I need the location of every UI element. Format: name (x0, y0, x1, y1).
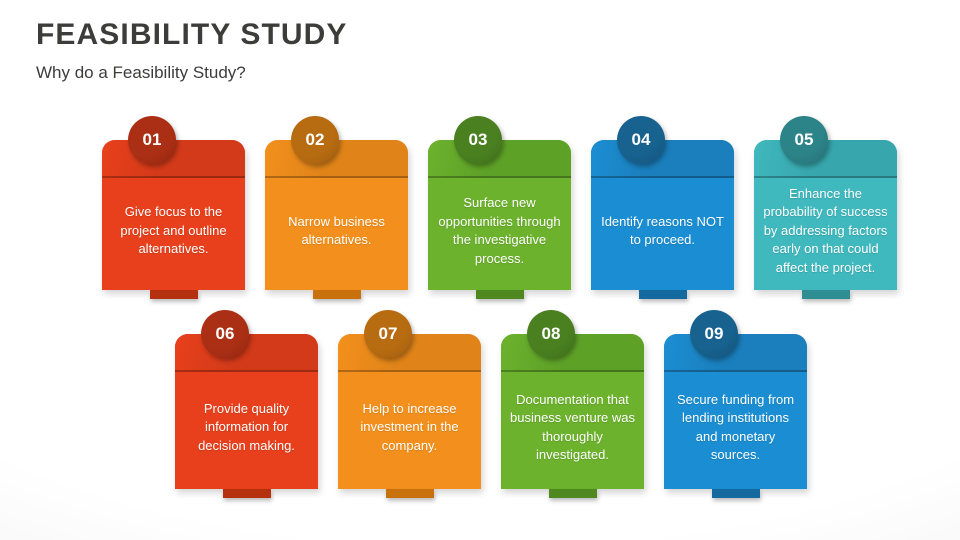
card-number-label: 02 (305, 130, 325, 149)
card-number-badge-09[interactable]: 09 (690, 310, 738, 358)
card-text: Enhance the probability of success by ad… (763, 185, 888, 275)
card-shape: Surface new opportunities through the in… (428, 140, 571, 290)
card-text: Narrow business alternatives. (288, 213, 385, 248)
card-foot-tab (222, 489, 271, 498)
card-number-badge-07[interactable]: 07 (364, 310, 412, 358)
card-foot-tab (711, 489, 760, 498)
card-shape: Give focus to the project and outline al… (102, 140, 245, 290)
card-number-badge-05[interactable]: 05 (780, 116, 828, 164)
card-text: Provide quality information for decision… (198, 400, 295, 453)
card-number-badge-06[interactable]: 06 (201, 310, 249, 358)
card-body: Give focus to the project and outline al… (102, 178, 245, 290)
card-body: Enhance the probability of success by ad… (754, 178, 897, 290)
feature-card-09[interactable]: Secure funding from lending institutions… (664, 310, 807, 498)
card-body: Provide quality information for decision… (175, 372, 318, 489)
card-body: Identify reasons NOT to proceed. (591, 178, 734, 290)
card-text: Identify reasons NOT to proceed. (601, 213, 724, 248)
feature-card-06[interactable]: Provide quality information for decision… (175, 310, 318, 498)
card-body: Documentation that business venture was … (501, 372, 644, 489)
card-foot-tab (548, 489, 597, 498)
card-text: Surface new opportunities through the in… (438, 195, 561, 266)
card-number-label: 06 (215, 324, 235, 343)
feature-card-04[interactable]: Identify reasons NOT to proceed. 04 (591, 116, 734, 299)
feature-card-08[interactable]: Documentation that business venture was … (501, 310, 644, 498)
card-number-badge-01[interactable]: 01 (128, 116, 176, 164)
card-foot-tab (638, 290, 687, 299)
card-text: Help to increase investment in the compa… (360, 400, 459, 453)
card-foot-tab (475, 290, 524, 299)
card-foot-tab (801, 290, 850, 299)
card-number-label: 08 (541, 324, 561, 343)
card-text: Secure funding from lending institutions… (676, 391, 795, 463)
card-number-label: 03 (468, 130, 488, 149)
card-shape: Narrow business alternatives. (265, 140, 408, 290)
card-header-band (754, 140, 897, 178)
card-text: Documentation that business venture was … (510, 391, 636, 463)
card-number-badge-03[interactable]: 03 (454, 116, 502, 164)
slide-header: FEASIBILITY STUDY Why do a Feasibility S… (36, 17, 916, 84)
card-number-badge-08[interactable]: 08 (527, 310, 575, 358)
card-number-badge-02[interactable]: 02 (291, 116, 339, 164)
card-shape: Identify reasons NOT to proceed. (591, 140, 734, 290)
card-number-label: 09 (704, 324, 724, 343)
card-body: Help to increase investment in the compa… (338, 372, 481, 489)
card-number-label: 05 (794, 130, 814, 149)
feature-card-07[interactable]: Help to increase investment in the compa… (338, 310, 481, 498)
card-shape: Enhance the probability of success by ad… (754, 140, 897, 290)
card-shape: Help to increase investment in the compa… (338, 334, 481, 489)
card-foot-tab (385, 489, 434, 498)
feature-card-03[interactable]: Surface new opportunities through the in… (428, 116, 571, 299)
card-shape: Documentation that business venture was … (501, 334, 644, 489)
page-title: FEASIBILITY STUDY (36, 18, 348, 51)
card-number-label: 01 (142, 130, 162, 149)
feature-card-01[interactable]: Give focus to the project and outline al… (102, 116, 245, 299)
card-shape: Secure funding from lending institutions… (664, 334, 807, 489)
card-number-badge-04[interactable]: 04 (617, 116, 665, 164)
page-subtitle: Why do a Feasibility Study? (36, 63, 246, 82)
card-body: Secure funding from lending institutions… (664, 372, 807, 489)
card-body: Narrow business alternatives. (265, 178, 408, 290)
feature-card-02[interactable]: Narrow business alternatives. 02 (265, 116, 408, 299)
card-foot-tab (312, 290, 361, 299)
card-number-label: 07 (378, 324, 398, 343)
card-body: Surface new opportunities through the in… (428, 178, 571, 290)
card-shape: Provide quality information for decision… (175, 334, 318, 489)
card-text: Give focus to the project and outline al… (120, 204, 227, 257)
feature-card-05[interactable]: Enhance the probability of success by ad… (754, 116, 897, 299)
card-number-label: 04 (631, 130, 651, 149)
card-foot-tab (149, 290, 198, 299)
